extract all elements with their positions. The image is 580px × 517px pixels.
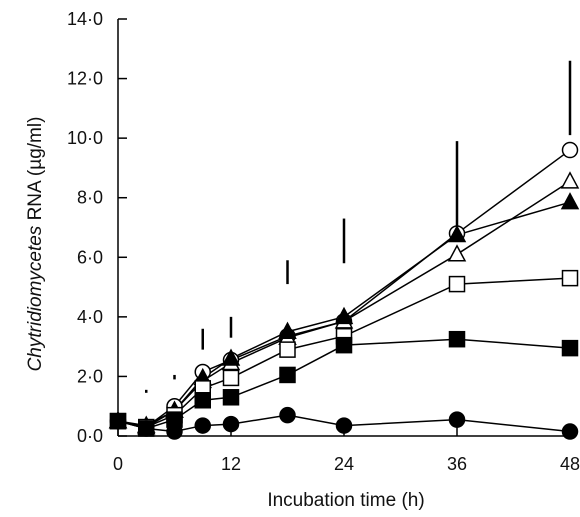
marker-triangle-filled [221,348,241,366]
y-tick-label: 8·0 [77,188,103,208]
tick-labels: 0·0 2·0 4·0 6·0 8·0 10·0 12·0 14·0 0 12 24 36 48 [67,9,580,474]
error-bars [145,60,572,393]
marker-circle-filled [335,417,353,434]
marker-triangle-filled [278,321,297,339]
series-line-circle-open [117,149,571,428]
y-tick-label: 10·0 [67,128,103,148]
marker-circle-filled [222,415,240,433]
y-tick-label: 4·0 [77,307,103,327]
x-tick-label: 24 [334,454,354,474]
marker-square-filled [279,366,296,384]
x-tick-label: 36 [447,454,467,474]
marker-circle-filled [448,411,466,428]
marker-triangle-open [447,244,467,262]
y-axis-title-rest: RNA (µg/ml) [25,117,46,226]
x-axis-title: Incubation time (h) [267,490,424,511]
y-tick-label: 6·0 [77,247,103,267]
marker-square-open [561,269,579,287]
marker-square-filled [448,330,466,348]
y-axis-title-italic: Chytridiomycetes [25,225,46,371]
x-tick-label: 0 [113,454,123,474]
marker-square-open [448,275,466,293]
marker-circle-filled [138,420,155,437]
marker-square-open [222,369,240,387]
marker-triangle-filled [560,192,580,210]
marker-circle-filled [166,423,183,440]
marker-circle-filled [561,423,579,440]
marker-circle-filled [279,406,296,424]
marker-square-filled [222,389,240,406]
marker-triangle-open [560,171,580,189]
marker-square-filled [335,336,353,354]
x-tick-label: 12 [221,454,241,474]
markers [108,141,580,440]
marker-circle-filled [194,417,211,434]
marker-triangle-filled [447,224,467,243]
y-tick-label: 12·0 [67,69,103,89]
series-line-triangle-open [117,180,571,428]
marker-square-filled [194,392,211,409]
y-axis-title: Chytridiomycetes RNA (µg/ml) [25,117,46,372]
y-tick-label: 2·0 [77,366,103,386]
marker-square-open [279,341,296,358]
y-tick-label: 14·0 [67,9,103,29]
series-lines [117,149,571,433]
marker-circle-open [561,141,579,159]
marker-triangle-filled [334,306,354,325]
x-tick-label: 48 [560,454,580,474]
y-tick-label: 0·0 [77,426,103,446]
marker-square-filled [561,339,579,357]
marker-circle-filled [109,412,127,430]
